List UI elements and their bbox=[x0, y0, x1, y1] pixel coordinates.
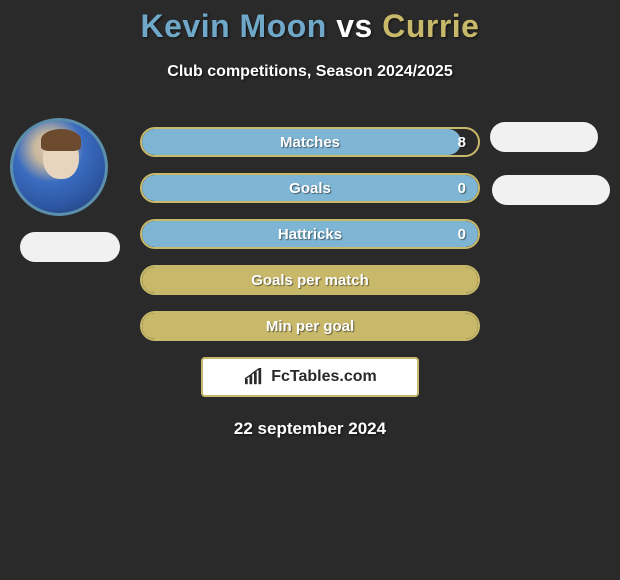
bar-chart-icon bbox=[243, 368, 265, 386]
stat-value: 0 bbox=[458, 226, 466, 243]
stat-row-goals-per-match: Goals per match bbox=[140, 265, 480, 295]
stat-label: Hattricks bbox=[278, 226, 342, 243]
stat-label: Min per goal bbox=[266, 318, 354, 335]
subtitle: Club competitions, Season 2024/2025 bbox=[0, 63, 620, 81]
player1-badge bbox=[20, 232, 120, 262]
source-logo: FcTables.com bbox=[201, 357, 419, 397]
stat-row-hattricks: Hattricks 0 bbox=[140, 219, 480, 249]
player1-name: Kevin Moon bbox=[141, 8, 327, 44]
stat-row-matches: Matches 8 bbox=[140, 127, 480, 157]
stat-label: Matches bbox=[280, 134, 340, 151]
stat-label: Goals bbox=[289, 180, 331, 197]
player2-name: Currie bbox=[382, 8, 479, 44]
comparison-card: Kevin Moon vs Currie Club competitions, … bbox=[0, 0, 620, 439]
stat-label: Goals per match bbox=[251, 272, 369, 289]
date-label: 22 september 2024 bbox=[0, 419, 620, 439]
player1-avatar bbox=[10, 118, 108, 216]
logo-text: FcTables.com bbox=[271, 368, 377, 386]
page-title: Kevin Moon vs Currie bbox=[0, 8, 620, 45]
player2-badge-2 bbox=[492, 175, 610, 205]
stat-row-goals: Goals 0 bbox=[140, 173, 480, 203]
player2-badge-1 bbox=[490, 122, 598, 152]
stats-bars: Matches 8 Goals 0 Hattricks 0 Goals per match M… bbox=[140, 127, 480, 341]
vs-label: vs bbox=[336, 8, 373, 44]
stat-value: 0 bbox=[458, 180, 466, 197]
stat-value: 8 bbox=[458, 134, 466, 151]
stat-row-min-per-goal: Min per goal bbox=[140, 311, 480, 341]
